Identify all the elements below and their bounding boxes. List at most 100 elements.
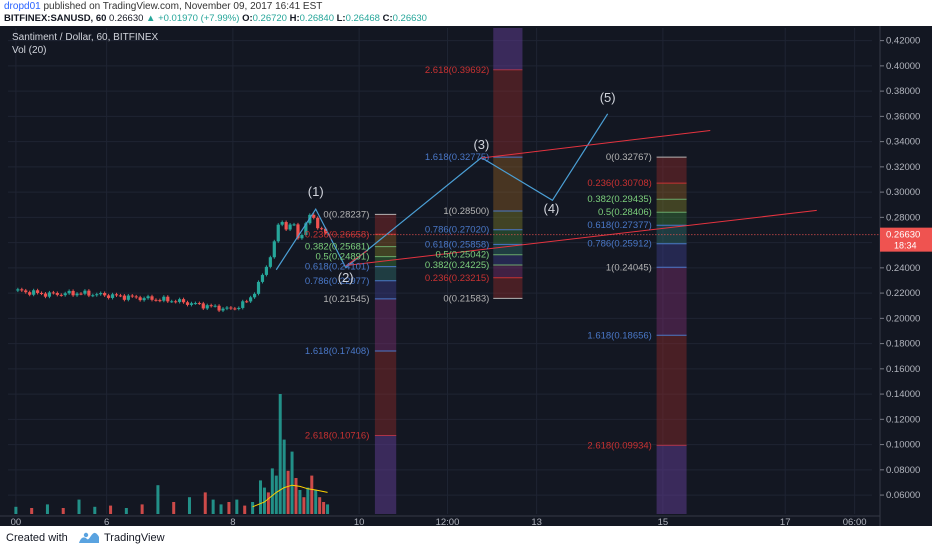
fib-3-zone-3 bbox=[656, 225, 687, 244]
volume-bar-25 bbox=[282, 439, 286, 514]
candle-body-51 bbox=[217, 305, 221, 311]
price-tick-label-15: 0.36000 bbox=[886, 111, 920, 122]
volume-bar-27 bbox=[290, 451, 294, 514]
volume-bar-16 bbox=[235, 499, 239, 514]
symbol-label: BITFINEX:SANUSD, 60 bbox=[4, 13, 107, 24]
candle-body-56 bbox=[237, 307, 241, 309]
fib-1-label-6: 1(0.21545) bbox=[323, 294, 369, 305]
volume-bar-7 bbox=[124, 508, 128, 514]
time-tick-label-3: 10 bbox=[354, 517, 365, 526]
fib-3-label-3: 0.5(0.28406) bbox=[598, 207, 652, 218]
fib-3-label-7: 1.618(0.18656) bbox=[587, 330, 651, 341]
fib-2-label-3: 0.786(0.27020) bbox=[425, 225, 489, 236]
candle-body-48 bbox=[205, 305, 209, 309]
candle-body-21 bbox=[99, 293, 103, 295]
open-label: O: bbox=[242, 13, 253, 24]
candle-body-76 bbox=[316, 217, 320, 229]
open-value: 0.26720 bbox=[252, 13, 287, 24]
candle-body-36 bbox=[158, 300, 162, 302]
candle-body-12 bbox=[63, 293, 67, 296]
candle-body-64 bbox=[268, 257, 272, 267]
author-link[interactable]: dropd01 bbox=[4, 1, 41, 12]
candle-body-23 bbox=[107, 295, 111, 298]
fib-3-label-0: 0(0.32767) bbox=[606, 152, 652, 163]
fib-1-zone-3 bbox=[374, 266, 397, 281]
fib-2-label-4: 0.618(0.25858) bbox=[425, 239, 489, 250]
fib-3-zone-1 bbox=[656, 267, 687, 336]
price-chart[interactable]: 0(0.28237)0.236(0.26658)0.382(0.25681)0.… bbox=[0, 26, 932, 526]
drawings bbox=[275, 113, 817, 271]
fib-zones bbox=[374, 28, 687, 514]
fib-1-zone-2 bbox=[374, 280, 397, 299]
candle-body-25 bbox=[114, 294, 119, 296]
candle-body-61 bbox=[256, 281, 261, 294]
volume-bar-5 bbox=[93, 506, 97, 514]
low-label: L: bbox=[336, 13, 346, 24]
fib-1-label-3: 0.5(0.24891) bbox=[316, 252, 370, 263]
price-tick-label-14: 0.34000 bbox=[886, 137, 920, 148]
volume-pane bbox=[14, 394, 330, 514]
fib-3-zone-4 bbox=[656, 212, 687, 226]
candle-body-32 bbox=[142, 298, 146, 301]
candle-body-13 bbox=[67, 290, 71, 294]
fib-2-zone-6 bbox=[493, 157, 523, 212]
price-series bbox=[16, 213, 328, 313]
time-tick-label-2: 8 bbox=[230, 517, 235, 526]
candle-body-16 bbox=[79, 293, 83, 295]
candle-body-3 bbox=[28, 292, 32, 295]
series-legend: Santiment / Dollar, 60, BITFINEX bbox=[12, 32, 158, 43]
fib-1-zone-0 bbox=[374, 351, 397, 436]
fib-3-extension-zone bbox=[656, 445, 687, 514]
fib-2-zone-7 bbox=[493, 69, 523, 158]
volume-bar-26 bbox=[286, 470, 290, 514]
candle-body-66 bbox=[276, 224, 280, 242]
volume-bar-12 bbox=[203, 492, 207, 514]
candle-body-10 bbox=[55, 292, 59, 295]
volume-bar-13 bbox=[211, 499, 215, 514]
price-tick-label-6: 0.18000 bbox=[886, 339, 920, 350]
candle-body-8 bbox=[47, 292, 52, 297]
candle-body-6 bbox=[39, 292, 44, 294]
candle-body-11 bbox=[59, 294, 63, 296]
candle-body-49 bbox=[209, 305, 213, 307]
price-tick-label-1: 0.08000 bbox=[886, 465, 920, 476]
candle-body-22 bbox=[103, 293, 107, 296]
fib-2-zone-3 bbox=[493, 244, 523, 255]
candle-body-60 bbox=[252, 293, 257, 298]
price-axis[interactable]: 0.06000 0.08000 0.10000 0.12000 0.14000 0.160… bbox=[328, 26, 932, 526]
volume-ma-line bbox=[252, 484, 328, 508]
time-axis[interactable]: 00 6 8 10 12:00 13 15 17 06:00 bbox=[0, 515, 880, 526]
price-tick-label-16: 0.38000 bbox=[886, 86, 920, 97]
fib-1-label-5: 0.786(0.22977) bbox=[305, 276, 369, 287]
price-tick-label-13: 0.32000 bbox=[886, 162, 920, 173]
wave-labels: (1) (2) (3) (4) (5) bbox=[308, 90, 616, 285]
candle-body-0 bbox=[16, 289, 20, 291]
candle-body-14 bbox=[71, 290, 75, 296]
volume-legend: Vol (20) bbox=[12, 45, 46, 56]
tradingview-brand[interactable]: TradingView bbox=[104, 532, 165, 544]
high-value: 0.26840 bbox=[299, 13, 334, 24]
fib-1-zone-7 bbox=[374, 214, 397, 235]
candle-body-4 bbox=[32, 290, 36, 295]
volume-bar-23 bbox=[274, 475, 278, 514]
candle-body-50 bbox=[213, 305, 217, 307]
fib-3-label-2: 0.382(0.29435) bbox=[587, 194, 651, 205]
candle-body-54 bbox=[229, 307, 233, 309]
volume-bar-34 bbox=[318, 497, 322, 514]
fib-1-zone-5 bbox=[374, 246, 397, 257]
fib-3-label-8: 2.618(0.09934) bbox=[587, 440, 651, 451]
wave-label-3: (3) bbox=[473, 137, 489, 152]
volume-bar-22 bbox=[270, 468, 274, 514]
price-axis-bg bbox=[880, 26, 932, 526]
fib-2-label-0: 2.618(0.39692) bbox=[425, 65, 489, 76]
candle-body-28 bbox=[126, 295, 130, 300]
candle-body-26 bbox=[118, 295, 123, 297]
volume-bar-31 bbox=[306, 487, 310, 514]
candle-body-37 bbox=[162, 296, 166, 301]
volume-bar-19 bbox=[258, 480, 262, 514]
time-tick-label-6: 15 bbox=[658, 517, 669, 526]
candle-body-53 bbox=[225, 307, 229, 309]
fib-2-label-7: 0.236(0.23215) bbox=[425, 273, 489, 284]
candle-body-30 bbox=[134, 296, 138, 298]
